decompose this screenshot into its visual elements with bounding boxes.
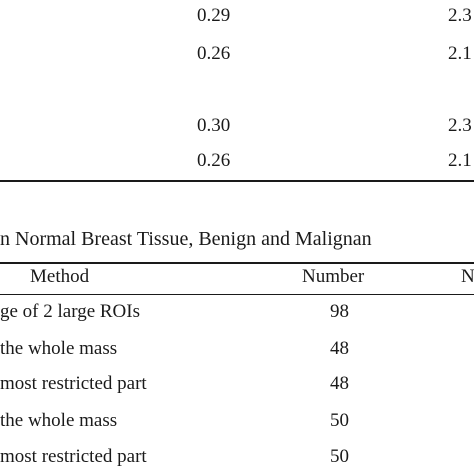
header-number: Number xyxy=(302,266,365,287)
row-5-number: 50 xyxy=(330,446,349,467)
row-1-method: ge of 2 large ROIs xyxy=(0,301,141,322)
header-top-rule xyxy=(0,262,474,264)
row-3-number: 48 xyxy=(330,373,349,394)
row-1-number: 98 xyxy=(330,301,349,322)
top-table-row-1-col-a: 0.29 xyxy=(197,5,231,26)
top-table-row-3-col-a: 0.30 xyxy=(197,115,231,136)
top-table-row-4-col-b: 2.1 xyxy=(448,150,472,171)
header-bottom-rule xyxy=(0,294,474,295)
top-table-row-4-col-a: 0.26 xyxy=(197,150,231,171)
table-caption: n Normal Breast Tissue, Benign and Malig… xyxy=(0,228,372,250)
row-5-method: most restricted part xyxy=(0,446,147,467)
header-partial: N xyxy=(461,266,474,287)
top-table-row-2-col-b: 2.1 xyxy=(448,43,472,64)
row-4-number: 50 xyxy=(330,410,349,431)
row-2-method: the whole mass xyxy=(0,338,118,359)
top-table-bottom-rule xyxy=(0,180,474,182)
top-table-row-2-col-a: 0.26 xyxy=(197,43,231,64)
row-2-number: 48 xyxy=(330,338,349,359)
top-table-row-1-col-b: 2.3 xyxy=(448,5,472,26)
row-3-method: most restricted part xyxy=(0,373,147,394)
row-4-method: the whole mass xyxy=(0,410,118,431)
top-table-row-3-col-b: 2.3 xyxy=(448,115,472,136)
header-method: Method xyxy=(30,266,90,287)
